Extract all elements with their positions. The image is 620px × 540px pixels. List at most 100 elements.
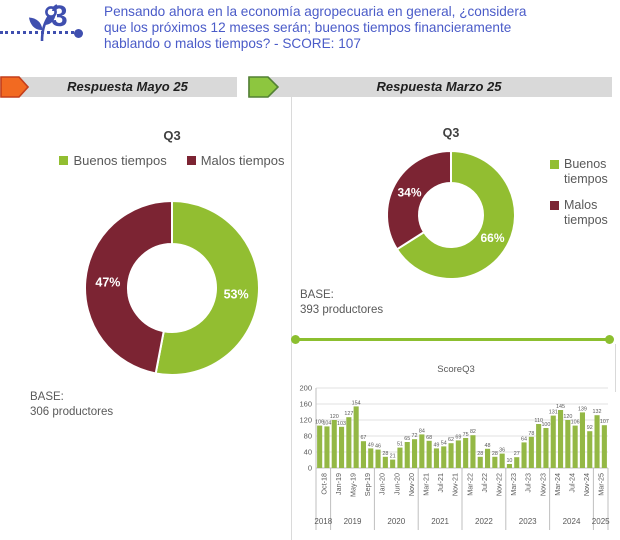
legend-marzo: Buenos tiempos Malos tiempos: [550, 157, 614, 239]
base-value: 306 productores: [30, 406, 114, 418]
x-axis-tick-label: Jul-23: [524, 473, 533, 493]
bar-value-label: 92: [587, 425, 593, 431]
bar: [543, 428, 549, 468]
legend-swatch-malos: [550, 201, 559, 210]
year-group-label: 2023: [519, 517, 537, 526]
donut-slice-1: [386, 149, 452, 251]
year-group-label: 2025: [592, 517, 610, 526]
donut-slice-0: [154, 199, 260, 376]
question-line-2: que los próximos 12 meses serán; buenos …: [104, 20, 512, 35]
bar-value-label: 54: [441, 440, 447, 446]
bar-value-label: 62: [448, 437, 454, 443]
bar: [565, 420, 571, 468]
bar: [433, 448, 439, 468]
legend-label-malos: Malos tiempos: [564, 198, 608, 227]
bar: [331, 420, 337, 468]
base-note-mayo: BASE: 306 productores: [30, 390, 113, 420]
bar-value-label: 103: [337, 421, 346, 427]
question-line-1: Pensando ahora en la economía agropecuar…: [104, 4, 527, 19]
score-trend-bar-chart: 04080120160200106Oct-18104120Jan-1910312…: [299, 364, 610, 530]
y-axis-tick-label: 0: [308, 464, 312, 473]
bar-value-label: 104: [322, 420, 331, 426]
legend-swatch-buenos: [59, 156, 69, 165]
bar: [521, 442, 527, 468]
bar: [390, 459, 396, 468]
bar-value-label: 69: [455, 434, 461, 440]
bar-value-label: 67: [360, 435, 366, 441]
bar: [360, 441, 366, 468]
y-axis-tick-label: 40: [304, 448, 312, 457]
x-axis-tick-label: Jan-19: [334, 473, 343, 495]
x-axis-tick-label: Oct-18: [319, 473, 328, 495]
bar-value-label: 154: [352, 400, 361, 406]
bar-value-label: 145: [556, 404, 565, 410]
bar: [448, 443, 454, 468]
section-title-marzo: Respuesta Marzo 25: [376, 79, 502, 94]
bar: [382, 456, 388, 468]
x-axis-tick-label: Mar-24: [553, 473, 562, 496]
bar: [368, 448, 374, 468]
bar-value-label: 46: [375, 444, 381, 450]
x-axis-tick-label: Sep-19: [363, 473, 372, 496]
bar: [477, 456, 483, 468]
bar: [558, 410, 564, 468]
bar: [528, 436, 534, 468]
bar: [470, 435, 476, 468]
bar-value-label: 27: [514, 451, 520, 457]
donut-value-label: 53%: [224, 287, 249, 301]
bar: [426, 440, 432, 468]
year-group-label: 2018: [314, 517, 332, 526]
bar: [587, 431, 593, 468]
base-label: BASE:: [30, 391, 64, 403]
year-group-label: 2022: [475, 517, 493, 526]
chart-title-q3-mayo: Q3: [163, 128, 181, 143]
x-axis-tick-label: Nov-20: [407, 473, 416, 496]
bar: [579, 412, 585, 468]
bar-value-label: 68: [426, 435, 432, 441]
bar-value-label: 65: [404, 436, 410, 442]
section-title-mayo: Respuesta Mayo 25: [67, 79, 188, 94]
connector-dot-left: [291, 335, 300, 344]
bar-value-label: 120: [330, 414, 339, 420]
bar-value-label: 28: [477, 451, 483, 457]
bar-value-label: 64: [521, 436, 527, 442]
bar: [324, 426, 330, 468]
legend-label-buenos: Buenos tiempos: [564, 157, 608, 186]
bar: [375, 449, 381, 468]
question-text: Pensando ahora en la economía agropecuar…: [104, 4, 609, 52]
bar: [492, 456, 498, 468]
base-note-marzo: BASE: 393 productores: [300, 288, 383, 318]
base-label: BASE:: [300, 289, 334, 301]
connector-line: [294, 338, 610, 341]
bar-value-label: 132: [593, 409, 602, 415]
legend-label-buenos: Buenos tiempos: [73, 153, 167, 168]
year-group-label: 2019: [344, 517, 362, 526]
x-axis-tick-label: Mar-25: [597, 473, 606, 496]
x-axis-tick-label: Jun-20: [392, 473, 401, 495]
bar: [463, 438, 469, 468]
bar-value-label: 51: [397, 442, 403, 448]
bar-value-label: 82: [470, 429, 476, 435]
x-axis-tick-label: Nov-22: [495, 473, 504, 496]
bar-value-label: 106: [315, 420, 324, 426]
legend-item-malos: Malos tiempos: [550, 198, 614, 228]
arrow-right-icon-green: [248, 76, 279, 98]
section-header-mayo: Respuesta Mayo 25: [0, 76, 237, 98]
bar: [317, 425, 323, 468]
bar-value-label: 106: [571, 420, 580, 426]
year-group-label: 2024: [563, 517, 581, 526]
donut-value-label: 47%: [95, 275, 120, 289]
year-group-label: 2020: [387, 517, 405, 526]
bar: [550, 415, 556, 468]
donut-slice-1: [84, 199, 173, 375]
bar-value-label: 131: [549, 410, 558, 416]
arrow-right-icon-orange: [0, 76, 29, 98]
bar: [536, 424, 542, 468]
bar-value-label: 21: [390, 454, 396, 460]
seedling-icon: [29, 4, 58, 42]
bar: [441, 446, 447, 468]
connector-dot-right: [605, 335, 614, 344]
bar-chart-title: ScoreQ3: [437, 364, 475, 375]
bar: [339, 426, 345, 468]
